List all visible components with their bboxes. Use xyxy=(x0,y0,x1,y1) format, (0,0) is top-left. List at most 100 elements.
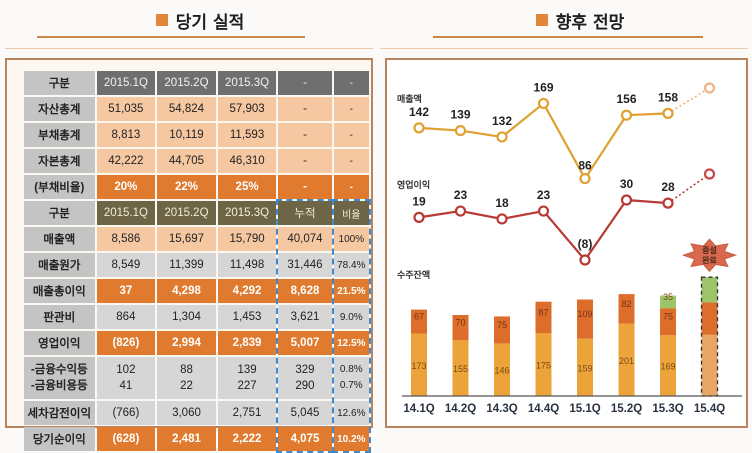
value-bottom: 22 xyxy=(180,380,193,392)
op-profit-data-label: 19 xyxy=(412,194,426,208)
projection-bar-middle xyxy=(701,302,718,335)
value-cell: 3,621 xyxy=(278,305,332,329)
orange-square-icon xyxy=(535,14,548,26)
backlog-bar-label: 70 xyxy=(455,318,465,328)
table-row: 당기순이익 (628) 2,481 2,222 4,075 10.2% xyxy=(24,427,369,451)
left-title-underline xyxy=(37,36,305,38)
value-cell: 2,222 xyxy=(217,427,277,451)
value-cell: (766) xyxy=(96,401,156,425)
row-label-top: -금융수익등 xyxy=(30,364,88,376)
header-cell: 2015.3Q xyxy=(217,201,277,225)
value-cell: 20% xyxy=(96,175,156,199)
table-row: (부채비율) 20% 22% 25% - - xyxy=(24,175,369,199)
x-axis-tick-label: 14.4Q xyxy=(528,403,559,415)
value-cell: 139 227 xyxy=(217,357,277,399)
value-cell: 46,310 xyxy=(217,149,277,173)
value-cell: 8,586 xyxy=(96,227,156,251)
orange-square-icon xyxy=(155,14,168,26)
header-cell: - xyxy=(333,71,369,95)
table-row: 부채총계 8,813 10,119 11,593- - xyxy=(24,123,369,147)
table-row: 매출총이익 37 4,298 4,292 8,628 21.5% xyxy=(24,279,369,303)
row-label: 매출액 xyxy=(24,227,95,251)
x-axis-tick-label: 15.4Q xyxy=(694,403,725,415)
header-label-cell: 구분 xyxy=(24,71,95,95)
value-cell: 12.5% xyxy=(333,331,369,355)
header-cell: 비율 xyxy=(333,201,369,225)
value-top: 0.8% xyxy=(339,364,363,375)
backlog-bar-label: 67 xyxy=(414,312,424,322)
op-profit-data-label: 18 xyxy=(495,196,509,210)
value-cell: 5,007 xyxy=(278,331,332,355)
op-profit-data-label: 30 xyxy=(620,177,634,191)
value-cell: 3,060 xyxy=(157,401,216,425)
results-panel: 구분 2015.1Q 2015.2Q 2015.3Q - - 자산총계 51,035 54,82… xyxy=(5,58,373,453)
value-cell: 44,705 xyxy=(157,149,216,173)
value-cell: 11,399 xyxy=(157,253,216,277)
value-cell: 54,824 xyxy=(157,97,216,121)
value-top: 102 xyxy=(116,364,136,376)
row-label: 당기순이익 xyxy=(24,427,95,451)
value-cell: - xyxy=(278,149,332,173)
value-cell: - xyxy=(333,175,369,199)
sales-data-label: 86 xyxy=(578,159,592,173)
x-axis-tick-label: 15.2Q xyxy=(611,403,642,415)
value-cell: 1,304 xyxy=(157,305,216,329)
value-cell: 15,697 xyxy=(157,227,216,251)
backlog-bar-label: 146 xyxy=(494,366,509,376)
header-cell: 2015.2Q xyxy=(157,71,216,95)
table-row: 판관비 864 1,304 1,453 3,621 9.0% xyxy=(24,305,369,329)
value-cell: 21.5% xyxy=(333,279,369,303)
row-label: 자본총계 xyxy=(24,149,95,173)
backlog-bar-middle xyxy=(411,309,427,334)
backlog-bar-middle xyxy=(660,308,676,336)
value-bottom: 227 xyxy=(237,380,257,392)
backlog-bar-base xyxy=(494,343,510,396)
value-cell: 78.4% xyxy=(333,253,369,277)
value-cell: (628) xyxy=(96,427,156,451)
op-profit-point xyxy=(413,211,425,223)
backlog-bar-label: 87 xyxy=(538,307,548,317)
backlog-bar-base xyxy=(577,338,593,396)
header-cell: 2015.1Q xyxy=(96,71,156,95)
op-profit-data-label: 23 xyxy=(537,188,551,202)
sales-point xyxy=(579,172,591,185)
table-row: 매출액 8,586 15,697 15,790 40,074 100% xyxy=(24,227,369,251)
op-profit-projection-point xyxy=(703,168,716,180)
op-profit-point xyxy=(537,205,550,217)
value-cell: 9.0% xyxy=(333,305,369,329)
value-cell: 22% xyxy=(157,175,216,199)
value-cell: 2,751 xyxy=(217,401,277,425)
backlog-bar-label: 82 xyxy=(621,299,631,309)
sales-data-label: 156 xyxy=(616,92,636,106)
value-top: 88 xyxy=(180,364,193,376)
sales-data-label: 132 xyxy=(492,114,512,128)
value-cell: 40,074 xyxy=(278,227,332,251)
x-axis-tick-label: 14.3Q xyxy=(486,403,517,415)
value-cell: 2,481 xyxy=(157,427,216,451)
backlog-bar-base xyxy=(411,333,427,396)
op-profit-point xyxy=(496,213,508,225)
value-cell: 2,994 xyxy=(157,331,216,355)
op-profit-point xyxy=(620,194,633,206)
value-cell: - xyxy=(333,123,369,147)
value-cell: 4,298 xyxy=(157,279,216,303)
value-cell: - xyxy=(278,123,332,147)
row-label: 자산총계 xyxy=(24,97,95,121)
backlog-bar-label: 35 xyxy=(663,292,673,302)
row-label: 부채총계 xyxy=(24,123,95,147)
value-cell: 864 xyxy=(96,305,156,329)
right-title-underline xyxy=(433,36,703,38)
value-cell: 1,453 xyxy=(217,305,277,329)
sales-data-label: 139 xyxy=(450,108,470,122)
value-cell: 25% xyxy=(217,175,277,199)
op-profit-point xyxy=(454,205,467,217)
value-cell: 8,628 xyxy=(278,279,332,303)
backlog-bar-label: 159 xyxy=(577,363,592,373)
row-label: (부채비율) xyxy=(24,175,95,199)
backlog-bar-label: 155 xyxy=(453,364,468,374)
table-row: 영업이익 (826) 2,994 2,839 5,007 12.5% xyxy=(24,331,369,355)
row-label: 세차감전이익 xyxy=(24,401,95,425)
op-profit-point xyxy=(662,197,674,209)
value-cell: - xyxy=(333,97,369,121)
value-cell: 4,075 xyxy=(278,427,332,451)
